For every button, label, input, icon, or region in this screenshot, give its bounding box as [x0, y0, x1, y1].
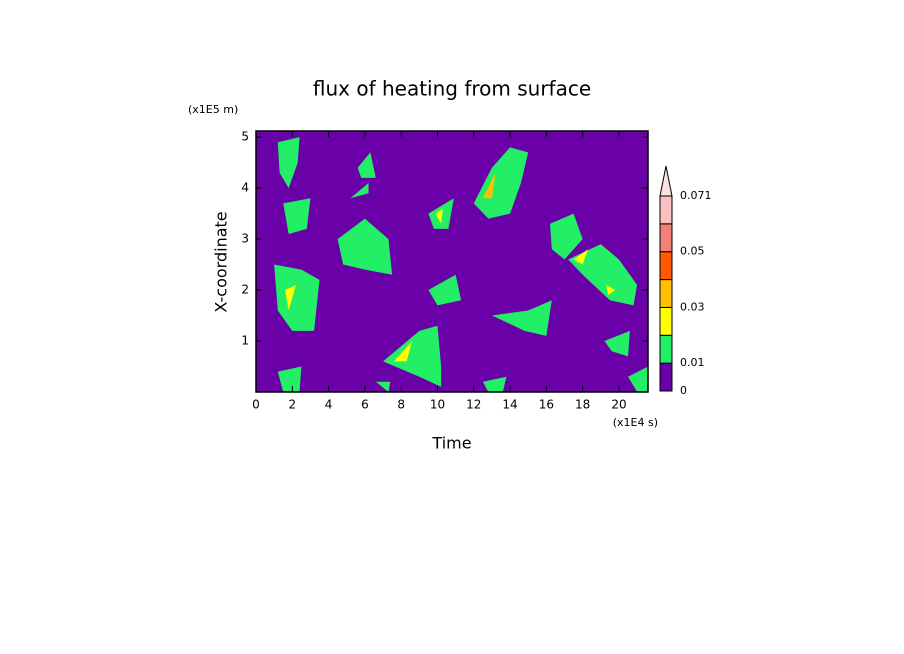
contour-region — [628, 366, 648, 392]
colorbar-label: 0.071 — [680, 189, 712, 202]
contour-region — [482, 376, 507, 392]
contour-region — [482, 172, 496, 199]
x-axis-label: Time — [431, 434, 471, 453]
contour-region — [550, 213, 583, 260]
y-tick-label: 5 — [241, 130, 249, 144]
x-tick-label: 10 — [430, 398, 445, 412]
contour-region — [606, 284, 616, 296]
y-unit: (x1E5 m) — [188, 103, 238, 116]
x-tick-label: 14 — [502, 398, 517, 412]
contour-region — [277, 366, 302, 392]
x-tick-label: 8 — [397, 398, 405, 412]
contour-region — [277, 137, 300, 189]
contour-region — [350, 182, 369, 199]
colorbar-box — [659, 279, 673, 308]
x-tick-label: 4 — [325, 398, 333, 412]
y-tick-label: 4 — [241, 181, 249, 195]
colorbar-box — [659, 334, 673, 364]
contour-region — [383, 325, 442, 387]
contour-region — [393, 341, 413, 362]
plot-frame — [255, 130, 649, 393]
contour-region — [428, 274, 462, 306]
contour-region — [491, 300, 552, 336]
colorbar-box — [659, 195, 673, 225]
colorbar-extension — [659, 165, 673, 197]
y-tick-label: 1 — [241, 334, 249, 348]
contour-region — [573, 249, 589, 265]
colorbar-label: 0 — [680, 384, 687, 397]
x-unit: (x1E4 s) — [613, 416, 658, 429]
contour-region — [337, 218, 393, 275]
contour-region — [274, 264, 320, 331]
contour-region — [604, 330, 630, 357]
y-tick-label: 3 — [241, 232, 249, 246]
x-tick-label: 18 — [575, 398, 590, 412]
contour-region — [568, 244, 638, 306]
x-tick-label: 12 — [466, 398, 481, 412]
x-tick-label: 0 — [252, 398, 260, 412]
colorbar-box — [659, 251, 673, 281]
colorbar-box — [659, 362, 673, 392]
colorbar-label: 0.03 — [680, 300, 705, 313]
colorbar-box — [659, 306, 673, 336]
x-tick-label: 6 — [361, 398, 369, 412]
contour-region — [473, 147, 529, 219]
contour-region — [285, 284, 296, 311]
colorbar-box — [659, 223, 673, 253]
x-tick-label: 2 — [288, 398, 296, 412]
contour-region — [375, 381, 391, 392]
contour-region — [283, 198, 311, 234]
x-tick-label: 20 — [611, 398, 626, 412]
x-tick-label: 16 — [539, 398, 554, 412]
colorbar-label: 0.01 — [680, 356, 705, 369]
contour-region — [435, 208, 443, 224]
contour-region — [357, 152, 376, 178]
y-tick-label: 2 — [241, 283, 249, 297]
chart-title: flux of heating from surface — [313, 77, 591, 101]
y-axis-label: X-coordinate — [212, 211, 231, 312]
colorbar-label: 0.05 — [680, 245, 705, 258]
